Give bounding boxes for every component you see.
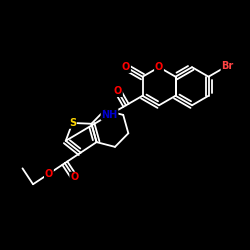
Text: O: O (70, 172, 78, 182)
Text: O: O (155, 62, 163, 72)
Text: O: O (45, 169, 53, 179)
Text: O: O (114, 86, 122, 96)
Text: NH: NH (102, 110, 118, 120)
Text: Br: Br (222, 61, 234, 71)
Text: S: S (69, 118, 76, 128)
Text: O: O (122, 62, 130, 72)
